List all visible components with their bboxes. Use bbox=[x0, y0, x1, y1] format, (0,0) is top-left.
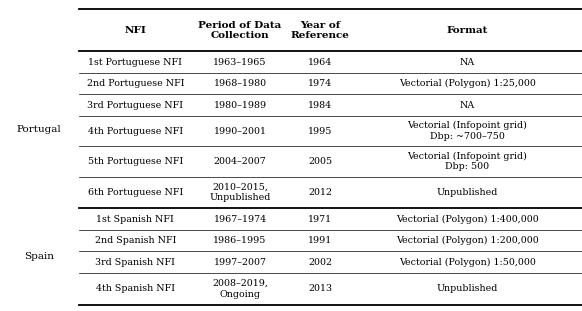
Text: 3rd Portuguese NFI: 3rd Portuguese NFI bbox=[87, 100, 183, 109]
Text: 2012: 2012 bbox=[308, 188, 332, 197]
Text: 2004–2007: 2004–2007 bbox=[214, 157, 267, 166]
Text: 1984: 1984 bbox=[308, 100, 332, 109]
Text: 1971: 1971 bbox=[308, 215, 332, 224]
Text: Vectorial (Infopoint grid)
Dbp: ~700–750: Vectorial (Infopoint grid) Dbp: ~700–750 bbox=[407, 121, 527, 141]
Text: 5th Portuguese NFI: 5th Portuguese NFI bbox=[88, 157, 183, 166]
Text: 1980–1989: 1980–1989 bbox=[214, 100, 267, 109]
Text: 3rd Spanish NFI: 3rd Spanish NFI bbox=[95, 258, 175, 267]
Text: 4th Spanish NFI: 4th Spanish NFI bbox=[96, 284, 175, 293]
Text: Portugal: Portugal bbox=[17, 125, 62, 134]
Text: Vectorial (Polygon) 1:50,000: Vectorial (Polygon) 1:50,000 bbox=[399, 258, 535, 267]
Text: 1991: 1991 bbox=[308, 236, 332, 245]
Text: Vectorial (Polygon) 1:400,000: Vectorial (Polygon) 1:400,000 bbox=[396, 215, 538, 224]
Text: 1967–1974: 1967–1974 bbox=[214, 215, 267, 224]
Text: NFI: NFI bbox=[125, 26, 146, 35]
Text: 4th Portuguese NFI: 4th Portuguese NFI bbox=[88, 127, 183, 136]
Text: 1964: 1964 bbox=[308, 58, 332, 67]
Text: NA: NA bbox=[459, 58, 475, 67]
Text: Vectorial (Infopoint grid)
Dbp: 500: Vectorial (Infopoint grid) Dbp: 500 bbox=[407, 152, 527, 171]
Text: Unpublished: Unpublished bbox=[436, 188, 498, 197]
Text: 1963–1965: 1963–1965 bbox=[214, 58, 267, 67]
Text: 2nd Portuguese NFI: 2nd Portuguese NFI bbox=[87, 79, 184, 88]
Text: 2002: 2002 bbox=[308, 258, 332, 267]
Text: 2013: 2013 bbox=[308, 284, 332, 293]
Text: 2005: 2005 bbox=[308, 157, 332, 166]
Text: Vectorial (Polygon) 1:25,000: Vectorial (Polygon) 1:25,000 bbox=[399, 79, 535, 88]
Text: Unpublished: Unpublished bbox=[436, 284, 498, 293]
Text: 2nd Spanish NFI: 2nd Spanish NFI bbox=[95, 236, 176, 245]
Text: 1997–2007: 1997–2007 bbox=[214, 258, 267, 267]
Text: 2008–2019,
Ongoing: 2008–2019, Ongoing bbox=[212, 279, 268, 299]
Text: NA: NA bbox=[459, 100, 475, 109]
Text: Format: Format bbox=[446, 26, 488, 35]
Text: 1st Portuguese NFI: 1st Portuguese NFI bbox=[88, 58, 182, 67]
Text: 1986–1995: 1986–1995 bbox=[214, 236, 267, 245]
Text: 1995: 1995 bbox=[308, 127, 332, 136]
Text: 1990–2001: 1990–2001 bbox=[214, 127, 267, 136]
Text: 2010–2015,
Unpublished: 2010–2015, Unpublished bbox=[210, 183, 271, 202]
Text: 1st Spanish NFI: 1st Spanish NFI bbox=[97, 215, 174, 224]
Text: Year of
Reference: Year of Reference bbox=[290, 21, 350, 40]
Text: Period of Data
Collection: Period of Data Collection bbox=[198, 21, 282, 40]
Text: Vectorial (Polygon) 1:200,000: Vectorial (Polygon) 1:200,000 bbox=[396, 236, 538, 245]
Text: Spain: Spain bbox=[24, 252, 54, 261]
Text: 6th Portuguese NFI: 6th Portuguese NFI bbox=[88, 188, 183, 197]
Text: 1974: 1974 bbox=[308, 79, 332, 88]
Text: 1968–1980: 1968–1980 bbox=[214, 79, 267, 88]
